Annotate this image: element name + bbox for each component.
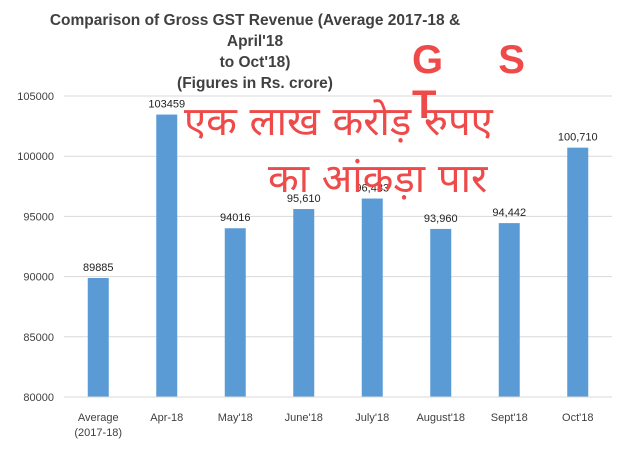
chart-title: Comparison of Gross GST Revenue (Average… — [40, 10, 470, 94]
bar — [361, 198, 383, 397]
chart-title-line-1: Comparison of Gross GST Revenue (Average… — [49, 12, 461, 50]
y-tick-label: 95000 — [23, 211, 54, 223]
data-label: 94,442 — [492, 207, 526, 219]
chart-title-line-2: to Oct'18) — [219, 54, 291, 71]
data-label: 89885 — [83, 262, 114, 274]
chart-subtitle: (Figures in Rs. crore) — [177, 75, 333, 92]
data-label: 100,710 — [558, 132, 598, 144]
bar — [567, 147, 589, 397]
bar — [498, 223, 520, 397]
x-tick-label: August'18 — [416, 412, 465, 424]
data-label: 93,960 — [424, 213, 458, 225]
hindi-overlay-line-1: एक लाख करोड़ रुपए — [184, 99, 493, 145]
data-label: 95,610 — [287, 193, 321, 205]
data-label: 103459 — [148, 99, 185, 111]
x-tick-label: May'18 — [218, 412, 253, 424]
y-tick-label: 90000 — [23, 272, 54, 284]
bar — [293, 209, 315, 397]
data-label: 94016 — [220, 212, 251, 224]
y-tick-label: 80000 — [23, 392, 54, 404]
x-tick-label: Sept'18 — [491, 412, 528, 424]
data-label: 96,483 — [355, 183, 389, 195]
bar — [156, 114, 178, 397]
x-tick-label: July'18 — [355, 412, 389, 424]
y-tick-label: 100000 — [17, 151, 54, 163]
x-tick-label: Average — [78, 412, 119, 424]
x-tick-label: Apr-18 — [150, 412, 183, 424]
hindi-overlay-line-2: का आंकड़ा पार — [268, 156, 488, 202]
y-tick-label: 85000 — [23, 332, 54, 344]
x-tick-label: (2017-18) — [74, 427, 122, 439]
bar — [224, 228, 246, 397]
bar — [87, 277, 109, 397]
gst-overlay-text: G S T — [412, 38, 547, 127]
x-tick-label: Oct'18 — [562, 412, 593, 424]
bar — [430, 228, 452, 397]
y-tick-label: 105000 — [17, 91, 54, 103]
x-tick-label: June'18 — [285, 412, 323, 424]
